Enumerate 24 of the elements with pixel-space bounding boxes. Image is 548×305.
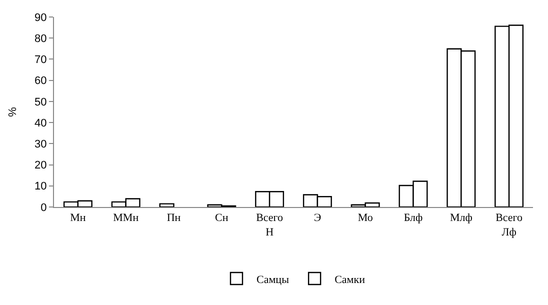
legend-label: Самцы	[256, 274, 290, 286]
x-tick-label: Э	[314, 212, 322, 224]
y-tick-label: 20	[34, 160, 47, 172]
x-tick-label: Мо	[358, 212, 374, 224]
y-tick-label: 90	[34, 12, 47, 24]
bar	[159, 203, 174, 207]
y-axis-title: %	[7, 106, 20, 117]
x-tick-label: Пн	[166, 212, 181, 224]
x-tick-label: Млф	[450, 212, 472, 224]
x-tick-label: ММн	[113, 212, 139, 224]
y-tick-label: 70	[34, 54, 47, 66]
legend-label: Самки	[334, 274, 366, 286]
x-tick-label: Блф	[404, 212, 423, 224]
y-tick-label: 10	[34, 180, 47, 193]
y-tick-label: 60	[34, 75, 47, 88]
y-tick-label: 50	[34, 96, 47, 108]
y-tick-label: 80	[34, 32, 47, 45]
x-tick-label: Всего Н	[256, 212, 284, 238]
y-tick-label: 30	[34, 138, 47, 151]
x-tick-label: Сн	[215, 212, 228, 224]
x-tick-label: Всего Лф	[496, 212, 524, 238]
x-tick-label: Мн	[70, 212, 86, 224]
y-tick-label: 0	[40, 202, 47, 214]
y-tick-label: 40	[34, 117, 47, 130]
